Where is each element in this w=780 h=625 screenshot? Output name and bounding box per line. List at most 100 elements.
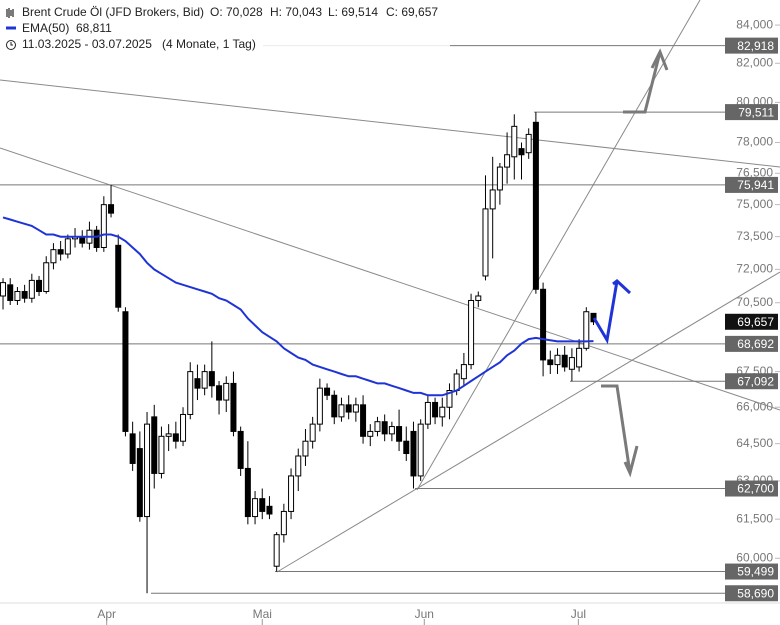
candle-body: [345, 404, 352, 413]
candle-body: [50, 249, 57, 264]
level-box: [725, 37, 778, 54]
candle-body: [36, 279, 43, 293]
candle-body: [244, 467, 251, 518]
candle-body: [468, 299, 475, 366]
candle-body: [129, 433, 136, 464]
candle-body: [230, 382, 237, 432]
candle-body: [122, 311, 129, 432]
y-tick-label: 78,000: [736, 135, 773, 149]
candle-body: [165, 433, 172, 437]
candle-body: [583, 311, 590, 349]
candle-body: [504, 154, 511, 168]
x-tick-label: Mai: [253, 607, 272, 621]
candle-body: [237, 430, 244, 469]
ohlc-close: C: 69,657: [386, 5, 438, 19]
candle-body: [108, 204, 115, 214]
y-tick-label: 75,000: [736, 197, 773, 211]
candle-body: [187, 371, 194, 415]
candle-body: [381, 421, 388, 435]
candle-body: [489, 189, 496, 210]
candle-body: [561, 354, 568, 368]
level-box: [725, 335, 778, 352]
candle-body: [424, 401, 431, 425]
candle-body: [43, 262, 50, 293]
candle-body: [14, 291, 21, 301]
candle-body: [144, 423, 151, 518]
ema: [2, 216, 594, 397]
trend-line: [0, 147, 780, 411]
y-tick-label: 64,500: [736, 436, 773, 450]
candle-body: [115, 244, 122, 308]
arrow-down: [601, 384, 632, 474]
range-note: (4 Monate, 1 Tag): [162, 37, 256, 51]
candle-body: [194, 378, 201, 389]
candle-body: [511, 125, 518, 158]
level-label: 67,092: [737, 374, 774, 388]
level-label: 79,511: [738, 105, 774, 119]
level-label: 68,692: [737, 337, 774, 351]
level-box: [725, 585, 778, 602]
candle-body: [576, 347, 583, 368]
candle-body: [180, 413, 187, 442]
date-range: 11.03.2025 - 03.07.2025: [22, 37, 152, 51]
level-label: 62,700: [737, 482, 774, 496]
trend-line: [0, 79, 780, 168]
candle-body: [403, 440, 410, 455]
candle-body: [417, 423, 424, 477]
candle-body: [367, 430, 374, 437]
candle-body: [324, 387, 331, 396]
arrow-up: [592, 280, 619, 345]
arrow-head: [623, 445, 639, 478]
candle-body: [338, 404, 345, 418]
arrow-head: [650, 48, 669, 71]
trend-line: [416, 0, 701, 491]
header: Brent Crude Öl (JFD Brokers, Bid) O: 70,…: [0, 0, 450, 54]
candle-body: [540, 288, 547, 361]
level-box: [725, 480, 778, 497]
candle-body: [316, 387, 323, 425]
y-tick-label: 73,500: [736, 229, 773, 243]
candle-body: [201, 371, 208, 389]
icon-bars: [6, 8, 14, 18]
candle-body: [554, 354, 561, 366]
candle-body: [64, 238, 71, 255]
candle-body: [7, 284, 14, 301]
candle-body: [396, 426, 403, 442]
ohlc-open: O: 70,028: [210, 5, 263, 19]
candle-body: [158, 435, 165, 474]
level-label: 58,690: [737, 586, 774, 600]
candle-body: [28, 279, 35, 299]
x-tick-label: Jul: [571, 607, 586, 621]
y-tick-label: 70,500: [736, 295, 773, 309]
y-tick-label: 60,000: [736, 550, 773, 564]
candle-body: [259, 498, 266, 512]
candle-body: [496, 166, 503, 191]
arrow-up: [623, 51, 662, 114]
candle-body: [273, 534, 280, 567]
y-tick-label: 72,000: [736, 262, 773, 276]
candle-body: [295, 455, 302, 477]
candle-body: [532, 121, 539, 290]
candle-body: [446, 390, 453, 408]
candle-body: [352, 404, 359, 413]
last-price-label: 69,657: [737, 315, 774, 329]
y-tick-label: 82,000: [736, 55, 773, 69]
header-bg: [0, 0, 450, 54]
arrows: [592, 48, 669, 478]
candle-body: [432, 401, 439, 418]
ohlc-high: H: 70,043: [270, 5, 322, 19]
candle-body: [410, 430, 417, 477]
candle-body: [482, 208, 489, 277]
last-price-box: [725, 313, 778, 330]
candle-body: [525, 133, 532, 154]
candle-body: [475, 295, 482, 301]
candle-body: [374, 421, 381, 432]
y-tick-label: 76,500: [736, 165, 773, 179]
candle-body: [280, 510, 287, 536]
candle-body: [252, 498, 259, 518]
candle-body: [136, 448, 143, 518]
level-box: [725, 104, 778, 121]
legend-name: EMA(50): [22, 21, 69, 35]
arrow-head: [612, 279, 632, 295]
